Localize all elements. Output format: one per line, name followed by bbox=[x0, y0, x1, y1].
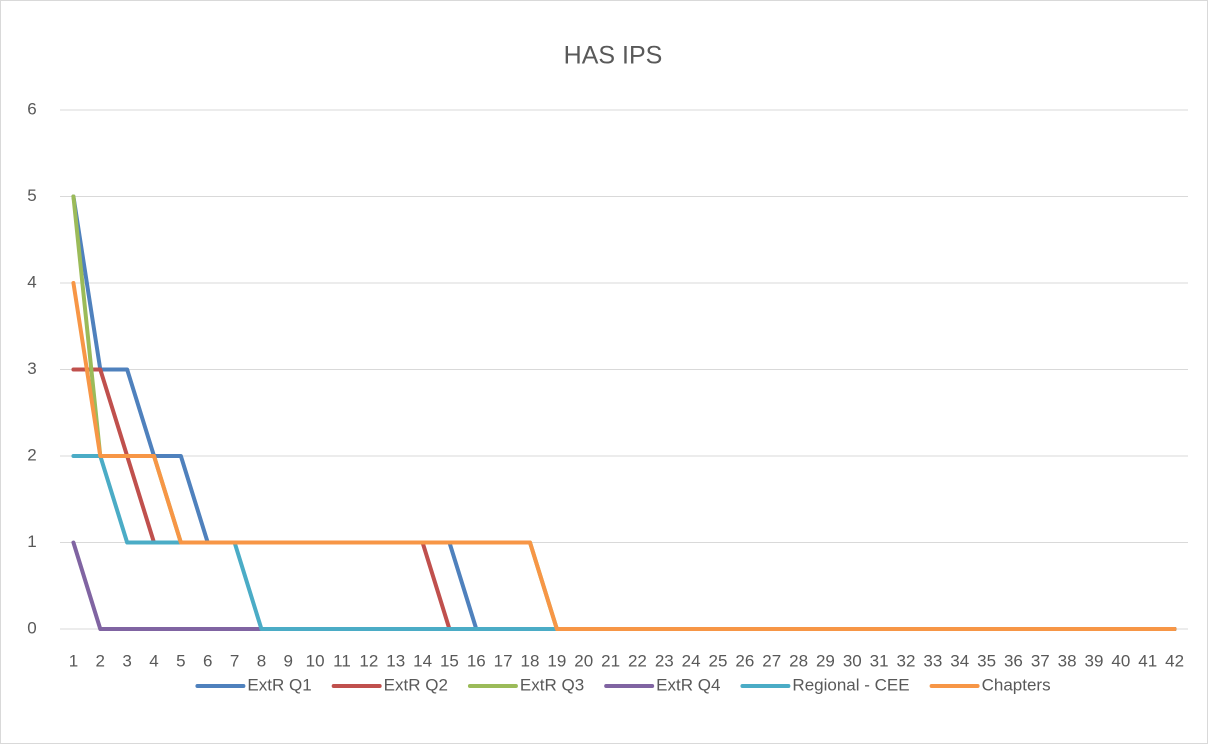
x-tick-label: 41 bbox=[1138, 651, 1157, 670]
x-tick-label: 11 bbox=[333, 651, 351, 670]
x-tick-label: 25 bbox=[709, 651, 728, 670]
x-tick-label: 13 bbox=[386, 651, 405, 670]
x-tick-label: 8 bbox=[257, 651, 266, 670]
legend-label: ExtR Q4 bbox=[656, 675, 720, 694]
x-tick-label: 27 bbox=[762, 651, 781, 670]
x-tick-label: 12 bbox=[359, 651, 378, 670]
x-tick-label: 7 bbox=[230, 651, 239, 670]
x-tick-label: 14 bbox=[413, 651, 432, 670]
x-tick-label: 2 bbox=[96, 651, 105, 670]
legend-label: ExtR Q3 bbox=[520, 675, 584, 694]
x-tick-label: 21 bbox=[601, 651, 620, 670]
x-tick-label: 31 bbox=[870, 651, 889, 670]
x-tick-label: 5 bbox=[176, 651, 185, 670]
y-tick-label: 3 bbox=[27, 359, 36, 378]
legend-label: ExtR Q2 bbox=[384, 675, 448, 694]
x-tick-label: 19 bbox=[547, 651, 566, 670]
x-tick-label: 36 bbox=[1004, 651, 1023, 670]
x-tick-label: 32 bbox=[897, 651, 916, 670]
y-tick-label: 2 bbox=[27, 445, 36, 464]
legend-label: Regional - CEE bbox=[792, 675, 909, 694]
x-tick-label: 35 bbox=[977, 651, 996, 670]
x-tick-label: 40 bbox=[1111, 651, 1130, 670]
x-tick-label: 17 bbox=[494, 651, 513, 670]
x-tick-label: 39 bbox=[1085, 651, 1104, 670]
series-line bbox=[71, 281, 1177, 631]
x-tick-label: 6 bbox=[203, 651, 212, 670]
legend-label: ExtR Q1 bbox=[247, 675, 311, 694]
x-tick-label: 16 bbox=[467, 651, 486, 670]
x-tick-label: 4 bbox=[149, 651, 158, 670]
y-tick-label: 6 bbox=[27, 99, 36, 118]
x-tick-label: 18 bbox=[521, 651, 540, 670]
x-tick-label: 1 bbox=[69, 651, 78, 670]
y-tick-label: 5 bbox=[27, 186, 36, 205]
x-tick-label: 38 bbox=[1058, 651, 1077, 670]
x-tick-label: 20 bbox=[574, 651, 593, 670]
x-tick-label: 37 bbox=[1031, 651, 1050, 670]
x-tick-label: 15 bbox=[440, 651, 459, 670]
x-tick-label: 26 bbox=[735, 651, 754, 670]
x-tick-label: 33 bbox=[923, 651, 942, 670]
legend-label: Chapters bbox=[982, 675, 1051, 694]
x-tick-label: 10 bbox=[306, 651, 325, 670]
x-tick-label: 28 bbox=[789, 651, 808, 670]
x-tick-label: 23 bbox=[655, 651, 674, 670]
x-tick-label: 34 bbox=[950, 651, 969, 670]
y-tick-label: 1 bbox=[27, 532, 36, 551]
y-tick-label: 0 bbox=[27, 618, 36, 637]
x-tick-label: 3 bbox=[122, 651, 131, 670]
y-tick-label: 4 bbox=[27, 272, 36, 291]
x-tick-label: 24 bbox=[682, 651, 701, 670]
x-tick-label: 29 bbox=[816, 651, 835, 670]
x-tick-label: 22 bbox=[628, 651, 647, 670]
x-tick-label: 42 bbox=[1165, 651, 1184, 670]
x-tick-label: 30 bbox=[843, 651, 862, 670]
chart-title: HAS IPS bbox=[564, 42, 663, 70]
x-tick-label: 9 bbox=[284, 651, 293, 670]
